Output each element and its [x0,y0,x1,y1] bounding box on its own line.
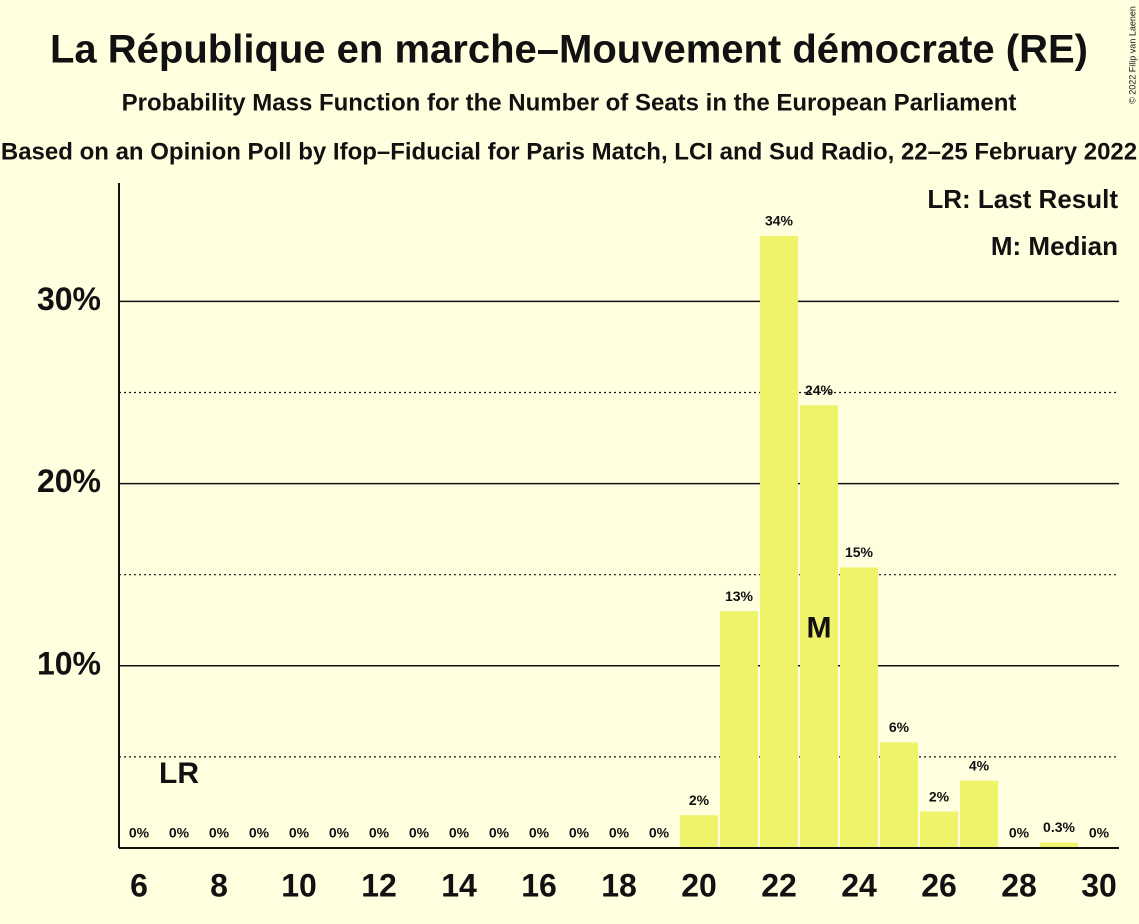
x-tick-label: 8 [210,867,228,903]
value-label: 0% [529,825,550,841]
x-tick-label: 20 [681,867,717,903]
value-label: 0% [289,825,310,841]
chart-caption: Based on an Opinion Poll by Ifop–Fiducia… [1,138,1137,165]
value-label: 0% [209,825,230,841]
bar [960,780,998,848]
annotation: M [807,611,832,644]
value-label: 0% [449,825,470,841]
chart-subtitle: Probability Mass Function for the Number… [122,89,1017,116]
y-tick-label: 10% [37,645,101,681]
x-tick-label: 30 [1081,867,1117,903]
bar [840,567,878,848]
x-tick-label: 6 [130,867,148,903]
value-label: 2% [929,788,950,804]
value-label: 0% [609,825,630,841]
value-label: 0% [249,825,270,841]
bar [920,811,958,848]
x-tick-label: 22 [761,867,797,903]
value-label: 0% [1009,825,1030,841]
value-label: 13% [725,588,754,604]
legend-entry: LR: Last Result [927,184,1118,214]
value-label: 2% [689,792,710,808]
bar [760,235,798,848]
y-tick-label: 20% [37,463,101,499]
value-label: 0% [369,825,390,841]
x-tick-label: 14 [441,867,477,903]
x-tick-label: 28 [1001,867,1037,903]
value-label: 4% [969,757,990,773]
x-tick-label: 10 [281,867,317,903]
value-label: 6% [889,719,910,735]
annotation: LR [159,757,199,790]
chart-title: La République en marche–Mouvement démocr… [50,28,1088,72]
value-label: 15% [845,544,874,560]
x-tick-label: 26 [921,867,957,903]
x-tick-label: 16 [521,867,557,903]
value-label: 0% [489,825,510,841]
x-tick-label: 24 [841,867,877,903]
legend-entry: M: Median [991,231,1118,261]
bar [720,611,758,848]
bar [800,405,838,848]
value-label: 0% [329,825,350,841]
value-label: 0% [569,825,590,841]
value-label: 34% [765,213,794,229]
x-tick-label: 18 [601,867,637,903]
bar [680,815,718,848]
y-tick-label: 30% [37,281,101,317]
value-label: 0% [409,825,430,841]
bar [880,742,918,848]
value-label: 0% [1089,825,1110,841]
value-label: 0.3% [1043,819,1075,835]
copyright: © 2022 Filip van Laenen [1127,6,1137,104]
value-label: 24% [805,382,834,398]
x-tick-label: 12 [361,867,397,903]
value-label: 0% [649,825,670,841]
bar [1040,842,1078,848]
value-label: 0% [169,825,190,841]
value-label: 0% [129,825,150,841]
